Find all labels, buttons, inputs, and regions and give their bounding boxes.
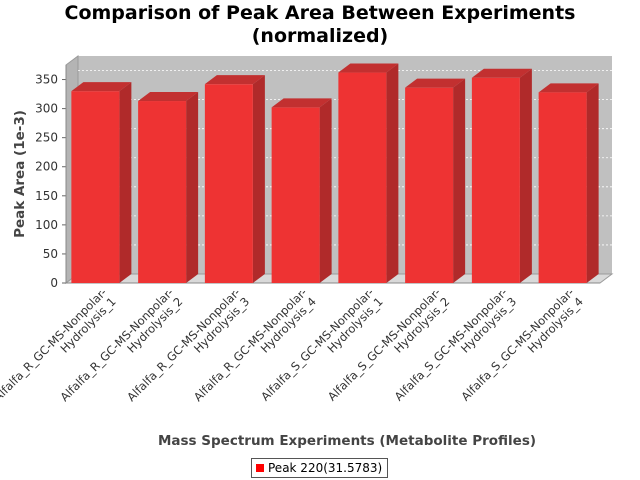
x-tick-label: Alfalfa_S_GC-MS-Nonpolar-Hydrolysis_1 <box>258 285 386 413</box>
bar-top <box>204 75 265 85</box>
x-tick-label: Alfalfa_S_GC-MS-Nonpolar-Hydrolysis_3 <box>392 285 520 413</box>
bar-front <box>71 91 120 283</box>
bar-top <box>538 83 599 93</box>
y-tick-label: 250 <box>35 131 58 145</box>
bar-front <box>338 72 387 283</box>
y-tick-label: 350 <box>35 73 58 87</box>
bar-side <box>186 92 199 283</box>
y-tick-label: 300 <box>35 102 58 116</box>
y-tick-label: 200 <box>35 160 58 174</box>
bar-front <box>271 107 320 283</box>
bar <box>71 82 132 283</box>
legend: Peak 220(31.5783) <box>251 458 389 478</box>
chart-title-line-1: Comparison of Peak Area Between Experime… <box>64 2 576 24</box>
x-tick-label: Alfalfa_S_GC-MS-Nonpolar-Hydrolysis_4 <box>458 285 586 413</box>
bar <box>405 78 466 283</box>
bar <box>271 98 332 283</box>
x-tick-label: Alfalfa_R_GC-MS-Nonpolar-Hydrolysis_4 <box>191 285 319 413</box>
chart-title-line-2: (normalized) <box>251 25 389 47</box>
legend-swatch <box>256 464 264 472</box>
bar-front <box>204 84 253 284</box>
bar-front <box>405 87 454 283</box>
bar-side <box>386 63 399 283</box>
legend-label: Peak 220(31.5783) <box>268 461 383 475</box>
bar-front <box>138 101 187 283</box>
bar-side <box>453 78 466 283</box>
x-axis-title: Mass Spectrum Experiments (Metabolite Pr… <box>158 433 536 449</box>
bar <box>204 75 265 284</box>
x-tick-label: Alfalfa_S_GC-MS-Nonpolar-Hydrolysis_2 <box>325 285 453 413</box>
bar-top <box>471 68 532 78</box>
bar-side <box>586 83 599 284</box>
y-tick-label: 100 <box>35 218 58 232</box>
bar-side <box>252 75 265 284</box>
bar <box>471 68 532 283</box>
bar-top <box>338 63 399 73</box>
x-tick-label-line: Alfalfa_R_GC-MS-Nonpolar- <box>0 285 109 404</box>
bar-top <box>138 92 199 102</box>
y-tick-label: 150 <box>35 189 58 203</box>
x-tick-label: Alfalfa_R_GC-MS-Nonpolar-Hydrolysis_3 <box>124 285 252 413</box>
bar-top <box>271 98 332 108</box>
bar-front <box>471 77 520 283</box>
chart-title: Comparison of Peak Area Between Experime… <box>0 2 640 48</box>
y-axis-title: Peak Area (1e-3) <box>12 110 28 238</box>
bars <box>71 63 599 284</box>
bar-top <box>71 82 132 92</box>
bar <box>338 63 399 283</box>
x-tick-label: Alfalfa_R_GC-MS-Nonpolar-Hydrolysis_2 <box>57 285 185 413</box>
bar-side <box>519 68 532 283</box>
bar <box>138 92 199 283</box>
bar-side <box>319 98 332 283</box>
y-tick-label: 0 <box>50 276 58 290</box>
y-tick-label: 50 <box>43 247 58 261</box>
bar <box>538 83 599 284</box>
bar-front <box>538 92 587 284</box>
bar-top <box>405 78 466 88</box>
bar-side <box>119 82 132 283</box>
